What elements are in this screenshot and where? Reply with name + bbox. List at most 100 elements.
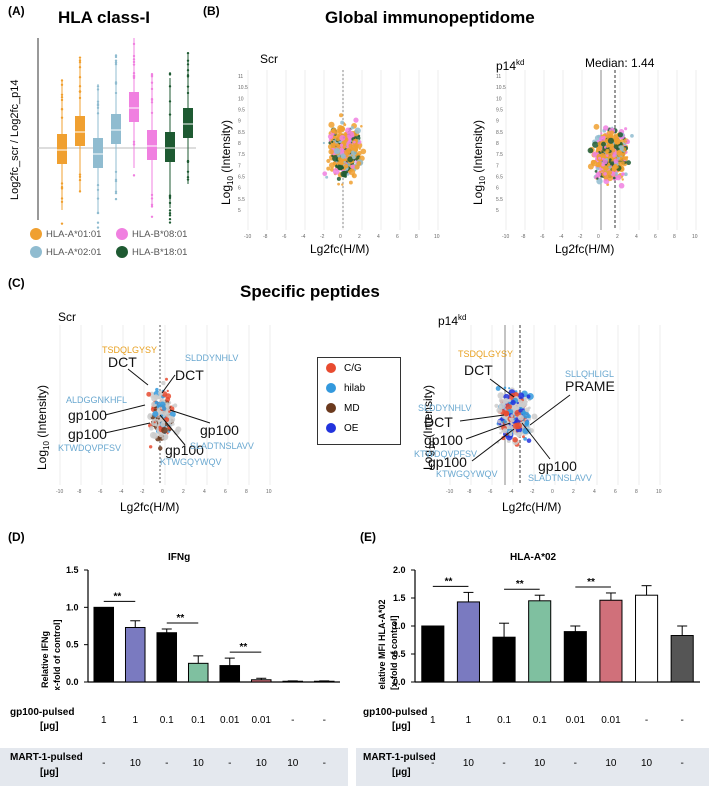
panel-c-right-xlabel: Lg2fc(H/M) (502, 500, 561, 514)
scatter-point (603, 164, 610, 171)
box-outlier (60, 197, 64, 200)
scatter-point (620, 139, 624, 143)
legend-c-label-1: hilab (344, 382, 366, 394)
scatter-point (339, 134, 346, 141)
x-tick-label: 8 (673, 234, 676, 240)
x-tick-label: -4 (559, 234, 564, 240)
ann-right-ktwd: KTWDQVPFSV (414, 449, 477, 459)
sig-label: ** (516, 579, 524, 590)
scatter-point (499, 431, 502, 435)
table-e-row2-cell: 10 (641, 758, 653, 769)
scatter-point (625, 140, 628, 143)
table-d-row2-label: MART-1-pulsed (10, 752, 83, 763)
scatter-point (161, 427, 168, 434)
y-tick-label: 2.0 (393, 565, 406, 575)
y-tick-label: 9.5 (238, 108, 245, 114)
scatter-point (600, 152, 606, 158)
scatter-point (612, 176, 616, 180)
table-e-row2-cell: 10 (534, 758, 546, 769)
box-outlier (96, 112, 100, 115)
scatter-point (351, 155, 356, 160)
scatter-point (626, 160, 632, 166)
scatter-point (616, 149, 622, 156)
scatter-point (609, 146, 613, 150)
scatter-point (334, 131, 338, 135)
box-outlier (150, 203, 154, 206)
bar (421, 625, 445, 683)
sig-label: ** (114, 591, 122, 602)
panel-c-left-scatter: Scr Log10 (Intensity) Lg2fc(H/M) -10 -8 -6… (35, 310, 272, 514)
scatter-point (624, 127, 628, 131)
panel-label-d: (D) (8, 530, 25, 544)
scatter-point (623, 172, 628, 177)
box-outlier (132, 76, 136, 80)
box-outlier (132, 58, 136, 61)
scatter-point (173, 403, 178, 408)
ann-right-ktwg: KTWGQYWQV (436, 469, 498, 479)
x-tick-label: 2 (572, 489, 575, 495)
panel-a-ylabel: Log2fc_scr / Log2fc_p14 (9, 80, 21, 200)
scatter-point (499, 402, 506, 410)
legend-a-label-2: HLA-A*02:01 (46, 246, 102, 258)
ann-right-dct2: DCT (424, 414, 453, 430)
y-tick-label: 8.5 (238, 130, 245, 136)
scatter-point (171, 404, 175, 407)
scatter-point (353, 117, 359, 123)
box-outlier (132, 42, 136, 46)
scatter-point (620, 161, 625, 166)
x-tick-label: -4 (119, 489, 124, 495)
box-outlier (114, 61, 118, 64)
scatter-point (155, 387, 159, 392)
bar (93, 606, 115, 683)
x-tick-label: 4 (377, 234, 380, 240)
box-outlier (150, 74, 154, 77)
panel-c-legend: C/G hilab MD OE (317, 357, 401, 445)
box-outlier (150, 87, 154, 91)
scatter-point (508, 387, 511, 390)
box-outlier (168, 201, 172, 205)
panel-c-title: Specific peptides (240, 282, 380, 301)
scatter-point (611, 165, 618, 171)
scatter-point (498, 398, 504, 403)
scatter-point (322, 141, 326, 145)
ann-left-ktwd: KTWDQVPFSV (58, 443, 121, 453)
scatter-point (513, 418, 516, 421)
scatter-point (360, 124, 363, 128)
panel-b-right-xlabel: Lg2fc(H/M) (555, 242, 614, 256)
scatter-point (494, 403, 499, 408)
panel-a-boxplot: Log2fc_scr / Log2fc_p14 (9, 38, 196, 229)
scatter-point (596, 178, 603, 185)
scatter-point (525, 421, 528, 425)
scatter-point (618, 182, 625, 189)
box-outlier (78, 175, 82, 179)
x-tick-label: -2 (578, 234, 583, 240)
legend-c-label-3: OE (344, 422, 359, 434)
scatter-point (337, 157, 342, 161)
legend-c-dot-1 (326, 383, 336, 393)
panel-b-title: Global immunopeptidome (325, 8, 535, 27)
scatter-point (612, 154, 616, 158)
scatter-point (587, 147, 594, 154)
box-outlier (132, 140, 136, 144)
scatter-point (503, 386, 507, 390)
panel-label-e: (E) (360, 530, 376, 544)
scatter-point (601, 141, 606, 147)
x-tick-label: 0 (551, 489, 554, 495)
scatter-point (333, 147, 341, 155)
box-rect (93, 138, 103, 168)
ann-right-tsd: TSDQLGYSY (458, 349, 513, 359)
scatter-point (497, 419, 501, 424)
scatter-point (342, 173, 347, 178)
ann-right-prame: PRAME (565, 378, 615, 394)
x-tick-label: -8 (467, 489, 472, 495)
bar (124, 626, 146, 683)
scatter-point (345, 138, 348, 141)
box-outlier (168, 85, 172, 88)
box-outlier (150, 81, 154, 84)
scatter-point (165, 377, 168, 381)
bar (250, 679, 272, 683)
legend-a-item-3: HLA-B*18:01 (116, 246, 187, 258)
ann-left-sladt: SLADTNSLAVV (190, 441, 254, 451)
panel-e-title: HLA-A*02 (510, 552, 557, 563)
scatter-point (325, 175, 329, 179)
